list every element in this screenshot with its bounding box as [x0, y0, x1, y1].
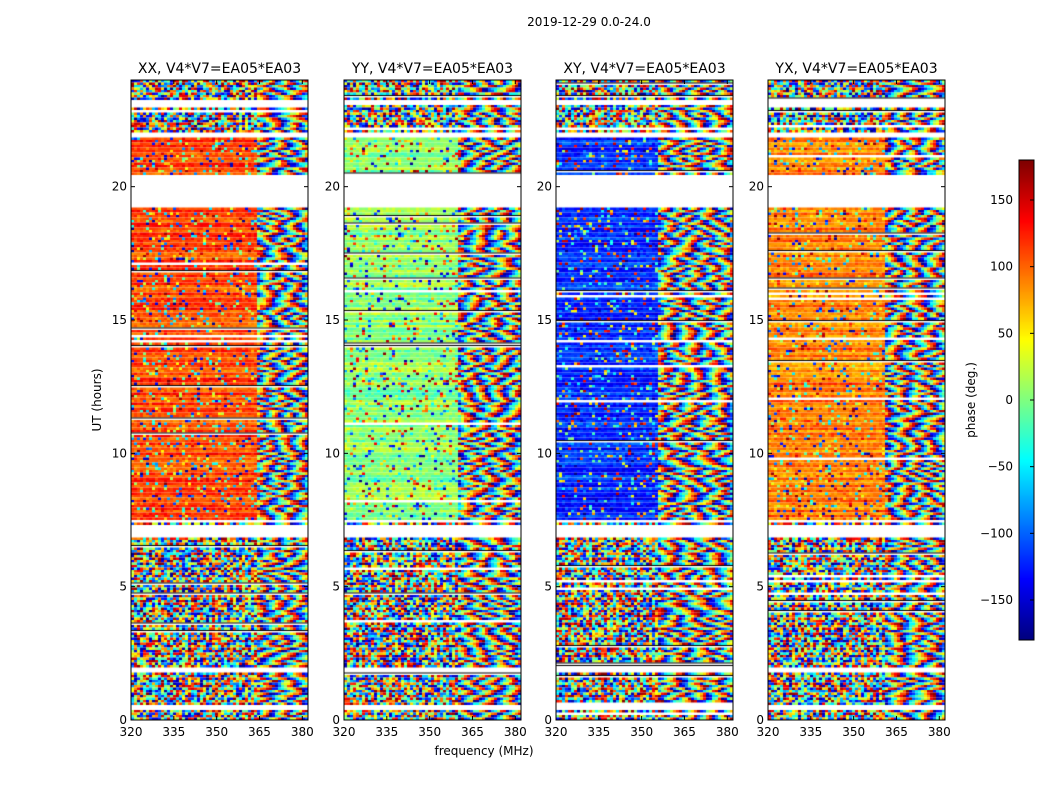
y-tick-label: 20 [537, 180, 552, 194]
y-tick-label: 0 [756, 713, 764, 727]
x-tick-label: 365 [673, 725, 696, 739]
y-tick-label: 10 [749, 446, 764, 460]
phase-heatmap [556, 80, 733, 720]
x-tick-label: 380 [504, 725, 527, 739]
y-tick-label: 0 [119, 713, 127, 727]
colorbar-tick-label: −150 [980, 593, 1013, 607]
panel-frame [343, 79, 522, 721]
colorbar-tick-label: 50 [998, 326, 1013, 340]
phase-heatmap [344, 80, 521, 720]
x-tick-label: 365 [885, 725, 908, 739]
x-tick-label: 350 [842, 725, 865, 739]
x-axis-label: frequency (MHz) [434, 744, 533, 758]
colorbar-tick-label: 0 [1005, 393, 1013, 407]
y-tick-label: 10 [112, 446, 127, 460]
y-tick-label: 15 [112, 313, 127, 327]
x-tick-label: 335 [799, 725, 822, 739]
panel-frame [555, 79, 734, 721]
x-tick-label: 350 [205, 725, 228, 739]
colorbar-gradient [1019, 160, 1034, 640]
y-tick-label: 5 [119, 580, 127, 594]
y-tick-label: 5 [756, 580, 764, 594]
y-tick-label: 20 [112, 180, 127, 194]
panel-title: XY, V4*V7=EA05*EA03 [563, 61, 725, 77]
colorbar-tick-label: −100 [980, 526, 1013, 540]
x-tick-label: 320 [545, 725, 568, 739]
panel-frame [767, 79, 946, 721]
y-tick-label: 15 [749, 313, 764, 327]
y-tick-label: 15 [537, 313, 552, 327]
panel-3: YX, V4*V7=EA05*EA03 320 335 350 365 380 0 5 10 15… [749, 61, 951, 739]
colorbar-label: phase (deg.) [964, 362, 978, 438]
x-tick-label: 335 [375, 725, 398, 739]
y-tick-label: 5 [332, 580, 340, 594]
x-tick-label: 380 [716, 725, 739, 739]
y-axis-label: UT (hours) [90, 368, 104, 431]
phase-heatmap [768, 80, 945, 720]
y-tick-label: 0 [544, 713, 552, 727]
x-tick-label: 320 [333, 725, 356, 739]
panel-2: XY, V4*V7=EA05*EA03 320 335 350 365 380 0 5 10 15… [537, 61, 739, 739]
y-tick-label: 10 [537, 446, 552, 460]
y-tick-label: 20 [749, 180, 764, 194]
colorbar: 150 100 50 0 −50 −100 −150 phase (deg.) [964, 159, 1035, 641]
x-tick-label: 320 [120, 725, 143, 739]
phase-heatmap [131, 80, 308, 720]
panel-title: YX, V4*V7=EA05*EA03 [774, 61, 937, 77]
y-tick-label: 0 [332, 713, 340, 727]
panel-frame [130, 79, 309, 721]
x-tick-label: 335 [587, 725, 610, 739]
x-tick-label: 350 [418, 725, 441, 739]
x-tick-label: 380 [291, 725, 314, 739]
panel-title: YY, V4*V7=EA05*EA03 [351, 61, 513, 77]
colorbar-tick-label: −50 [988, 460, 1013, 474]
x-tick-label: 350 [630, 725, 653, 739]
x-tick-label: 365 [461, 725, 484, 739]
x-tick-label: 380 [928, 725, 951, 739]
panel-title: XX, V4*V7=EA05*EA03 [138, 61, 301, 77]
panel-0: XX, V4*V7=EA05*EA03 320 335 350 365 380 0 5 10 15… [112, 61, 314, 739]
y-tick-label: 15 [325, 313, 340, 327]
y-tick-label: 5 [544, 580, 552, 594]
panels-group: XX, V4*V7=EA05*EA03 320 335 350 365 380 0 5 10 15… [112, 61, 951, 739]
colorbar-tick-label: 100 [990, 260, 1013, 274]
x-tick-label: 335 [162, 725, 185, 739]
colorbar-tick-label: 150 [990, 193, 1013, 207]
y-tick-label: 10 [325, 446, 340, 460]
panel-1: YY, V4*V7=EA05*EA03 320 335 350 365 380 0 5 10 15… [325, 61, 527, 739]
figure-suptitle: 2019-12-29 0.0-24.0 [527, 15, 651, 29]
x-tick-label: 365 [248, 725, 271, 739]
x-tick-label: 320 [757, 725, 780, 739]
y-tick-label: 20 [325, 180, 340, 194]
